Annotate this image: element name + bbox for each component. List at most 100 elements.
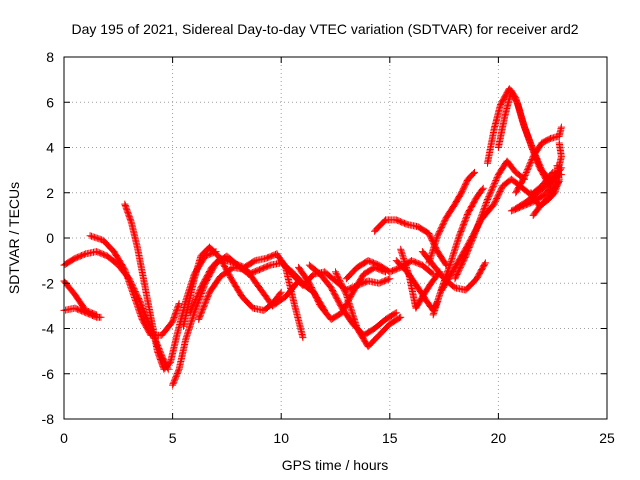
data-point-marker xyxy=(480,206,488,214)
data-point-marker xyxy=(127,283,135,291)
y-tick-label: -4 xyxy=(42,321,55,337)
series-track-22 xyxy=(451,157,528,283)
data-point-marker xyxy=(169,380,177,388)
data-point-marker xyxy=(342,289,350,297)
data-point-marker xyxy=(191,297,199,305)
data-point-marker xyxy=(478,186,486,193)
data-point-marker xyxy=(482,200,490,208)
data-point-marker xyxy=(527,158,535,166)
data-point-marker xyxy=(484,196,491,203)
data-point-marker xyxy=(187,307,195,315)
data-point-marker xyxy=(315,299,323,307)
data-point-marker xyxy=(469,170,477,177)
data-point-marker xyxy=(265,262,273,270)
y-tick-label: 8 xyxy=(46,49,54,65)
data-point-marker xyxy=(535,160,543,168)
x-tick-label: 5 xyxy=(169,430,177,446)
data-point-marker xyxy=(523,167,531,175)
data-point-marker xyxy=(276,290,284,298)
data-point-marker xyxy=(341,288,349,296)
y-axis-label: SDTVAR / TECUs xyxy=(6,182,22,294)
data-point-marker xyxy=(138,302,146,310)
data-point-marker xyxy=(204,291,212,299)
data-point-marker xyxy=(454,269,462,277)
data-point-marker xyxy=(299,334,307,342)
data-point-marker xyxy=(469,235,477,243)
data-point-marker xyxy=(190,300,198,308)
data-point-marker xyxy=(132,296,139,304)
data-point-marker xyxy=(526,160,534,168)
data-point-marker xyxy=(170,378,178,386)
data-point-marker xyxy=(186,309,194,317)
data-layer xyxy=(60,85,565,389)
data-point-marker xyxy=(468,236,476,244)
data-point-marker xyxy=(336,278,344,286)
data-point-marker xyxy=(487,187,495,195)
data-point-marker xyxy=(534,157,542,165)
data-point-marker xyxy=(194,290,202,298)
data-point-marker xyxy=(188,304,196,312)
data-point-marker xyxy=(481,259,489,267)
data-point-marker xyxy=(524,166,532,174)
y-tick-label: -8 xyxy=(42,411,55,427)
data-point-marker xyxy=(462,251,470,259)
data-point-marker xyxy=(536,162,544,170)
data-point-marker xyxy=(485,193,493,201)
data-point-marker xyxy=(555,177,563,185)
data-point-marker xyxy=(472,226,480,234)
data-point-marker xyxy=(481,260,489,268)
data-point-marker xyxy=(471,168,478,176)
data-point-marker xyxy=(525,134,533,142)
data-point-marker xyxy=(525,163,533,171)
data-point-marker xyxy=(521,172,529,179)
data-point-marker xyxy=(524,164,532,172)
data-point-marker xyxy=(491,179,499,187)
data-point-marker xyxy=(466,241,474,249)
data-point-marker xyxy=(487,188,495,196)
data-point-marker xyxy=(529,144,537,152)
y-tick-label: -6 xyxy=(42,366,55,382)
grid-layer xyxy=(64,57,607,419)
series-track-29 xyxy=(529,177,563,219)
data-point-marker xyxy=(478,210,486,218)
data-point-marker xyxy=(196,287,204,295)
data-point-marker xyxy=(196,311,204,319)
data-point-marker xyxy=(428,269,436,277)
data-point-marker xyxy=(80,250,88,258)
data-point-marker xyxy=(189,303,196,311)
x-tick-label: 10 xyxy=(273,430,289,446)
data-point-marker xyxy=(458,225,466,233)
data-point-marker xyxy=(521,173,528,181)
data-point-marker xyxy=(486,190,494,198)
data-point-marker xyxy=(462,252,470,260)
data-point-marker xyxy=(195,288,203,296)
data-point-marker xyxy=(336,276,344,284)
data-point-marker xyxy=(491,178,499,186)
x-tick-label: 20 xyxy=(491,430,507,446)
data-point-marker xyxy=(472,228,479,236)
data-point-marker xyxy=(527,157,535,165)
chart-title: Day 195 of 2021, Sidereal Day-to-day VTE… xyxy=(71,21,578,37)
data-point-marker xyxy=(454,268,462,276)
data-point-marker xyxy=(169,381,177,389)
data-point-marker xyxy=(476,216,484,224)
data-point-marker xyxy=(458,259,466,267)
data-point-marker xyxy=(470,231,478,239)
data-point-marker xyxy=(190,298,198,306)
data-point-marker xyxy=(554,179,562,187)
series-track-9 xyxy=(195,263,329,323)
data-point-marker xyxy=(392,309,400,317)
ticks-layer: 0 5 10 15 20 25 -8 -6 -4 -2 0 2 4 6 8 xyxy=(42,49,615,446)
data-point-marker xyxy=(386,275,394,283)
data-point-marker xyxy=(175,367,182,375)
data-point-marker xyxy=(198,308,205,316)
data-point-marker xyxy=(481,203,489,211)
data-point-marker xyxy=(396,314,403,322)
data-point-marker xyxy=(488,185,496,193)
data-point-marker xyxy=(464,246,472,254)
data-point-marker xyxy=(459,258,467,266)
data-point-marker xyxy=(466,242,474,250)
data-point-marker xyxy=(175,300,183,308)
data-point-marker xyxy=(528,156,536,163)
